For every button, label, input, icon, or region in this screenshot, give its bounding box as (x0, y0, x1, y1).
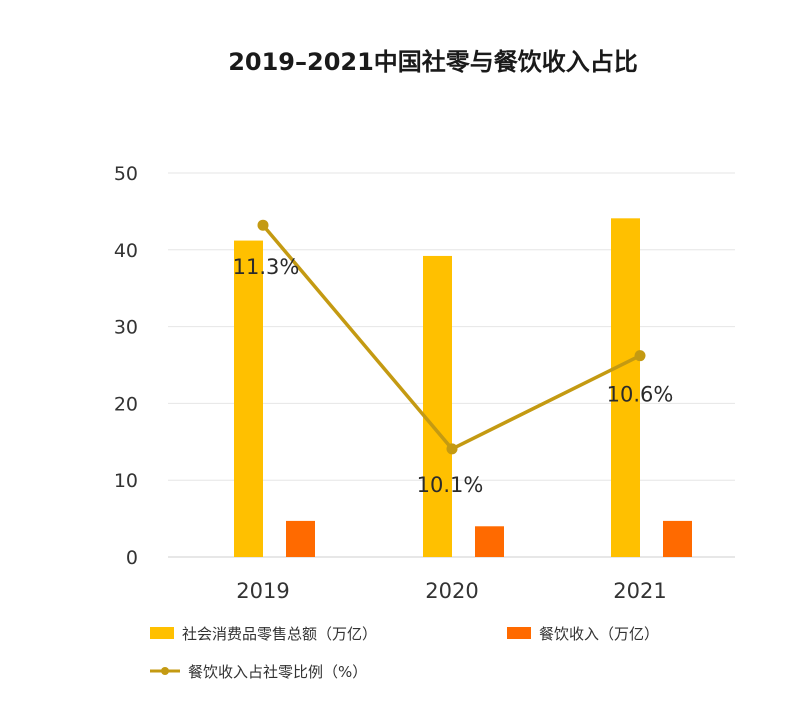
ratio-line: 11.3% 10.1% 10.6% (233, 219, 674, 497)
legend-label-ratio: 餐饮收入占社零比例（%） (188, 663, 367, 681)
legend-marker-ratio (161, 667, 169, 675)
bar-catering-2020 (475, 526, 504, 557)
y-tick-label: 30 (114, 317, 138, 339)
y-tick-label: 0 (126, 547, 138, 569)
legend-label-catering: 餐饮收入（万亿） (539, 625, 659, 643)
legend: 社会消费品零售总额（万亿） 餐饮收入（万亿） 餐饮收入占社零比例（%） (150, 625, 659, 681)
y-axis: 0 10 20 30 40 50 (114, 163, 138, 569)
x-tick-label: 2020 (425, 579, 478, 603)
bar-retail-2020 (423, 255, 452, 557)
legend-swatch-catering (507, 627, 531, 639)
y-tick-label: 10 (114, 470, 138, 492)
ratio-point-2021 (634, 350, 646, 362)
y-tick-label: 50 (114, 163, 138, 185)
x-tick-label: 2021 (613, 579, 666, 603)
bars (234, 218, 692, 558)
legend-label-retail: 社会消费品零售总额（万亿） (182, 625, 377, 643)
ratio-data-label: 11.3% (233, 255, 300, 279)
bar-retail-2019 (234, 240, 263, 558)
x-axis: 2019 2020 2021 (236, 579, 666, 603)
y-tick-label: 20 (114, 393, 138, 415)
chart-title: 2019–2021中国社零与餐饮收入占比 (228, 48, 638, 76)
ratio-data-label: 10.1% (417, 473, 484, 497)
ratio-point-2020 (446, 443, 458, 455)
bar-retail-2021 (611, 218, 640, 557)
ratio-data-label: 10.6% (607, 383, 674, 407)
legend-swatch-retail (150, 627, 174, 639)
x-tick-label: 2019 (236, 579, 289, 603)
y-tick-label: 40 (114, 240, 138, 262)
bar-catering-2019 (286, 520, 315, 557)
ratio-point-2019 (257, 219, 269, 231)
bar-catering-2021 (663, 520, 692, 557)
